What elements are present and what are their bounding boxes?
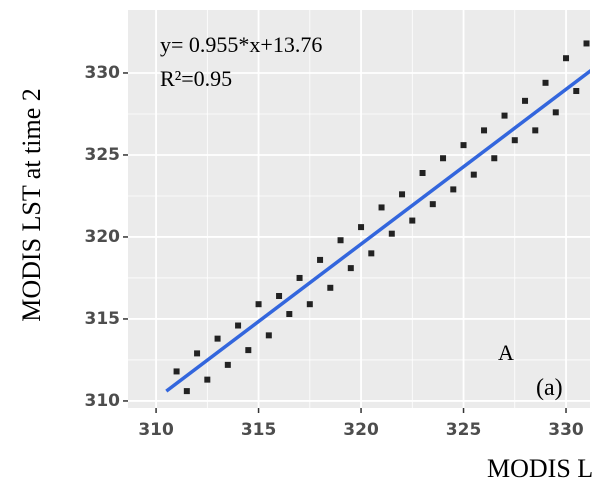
point xyxy=(224,361,231,368)
point xyxy=(388,230,395,237)
x-tick-label: 310 xyxy=(138,420,174,440)
x-tick-label: 330 xyxy=(548,420,584,440)
point xyxy=(491,155,498,162)
point xyxy=(194,350,201,357)
point xyxy=(511,137,518,144)
point xyxy=(276,292,283,299)
y-tick-label: 325 xyxy=(85,145,121,165)
point xyxy=(409,217,416,224)
point xyxy=(429,201,436,208)
point xyxy=(265,332,272,339)
point xyxy=(183,388,190,395)
point xyxy=(317,256,324,263)
annotation-mark: A xyxy=(498,340,514,365)
x-tick-label: 325 xyxy=(446,420,482,440)
point xyxy=(440,155,447,162)
y-tick-label: 330 xyxy=(85,63,121,83)
point xyxy=(368,250,375,257)
plot-background xyxy=(128,10,590,408)
point xyxy=(481,127,488,134)
point xyxy=(337,237,344,244)
point xyxy=(583,40,590,47)
x-axis-label: MODIS L xyxy=(487,454,593,479)
point xyxy=(542,79,549,86)
fit-line xyxy=(165,69,590,393)
point xyxy=(573,88,580,95)
point xyxy=(255,301,262,308)
point xyxy=(501,112,508,119)
point xyxy=(358,224,365,231)
point xyxy=(286,311,293,318)
y-axis-label: MODIS LST at time 2 xyxy=(17,88,46,322)
point xyxy=(563,55,570,62)
point xyxy=(245,347,252,354)
point xyxy=(306,301,313,308)
point xyxy=(450,186,457,193)
point xyxy=(204,376,211,383)
point xyxy=(532,127,539,134)
point xyxy=(214,335,221,342)
x-tick-label: 320 xyxy=(343,420,379,440)
y-tick-label: 320 xyxy=(85,227,121,247)
point xyxy=(173,368,180,375)
point xyxy=(419,170,426,177)
r-squared: R²=0.95 xyxy=(160,66,232,91)
point xyxy=(552,109,559,116)
point xyxy=(594,62,600,68)
point xyxy=(378,204,385,211)
panel-label: (a) xyxy=(536,375,563,401)
point xyxy=(235,322,242,329)
point xyxy=(296,274,303,281)
x-tick-label: 315 xyxy=(241,420,277,440)
y-tick-label: 310 xyxy=(85,391,121,411)
point xyxy=(470,171,477,178)
equation: y= 0.955*x+13.76 xyxy=(160,32,322,57)
point xyxy=(347,265,354,272)
point xyxy=(460,142,467,149)
point xyxy=(327,284,334,291)
y-tick-label: 315 xyxy=(85,309,121,329)
point xyxy=(522,97,529,104)
point xyxy=(399,191,406,198)
